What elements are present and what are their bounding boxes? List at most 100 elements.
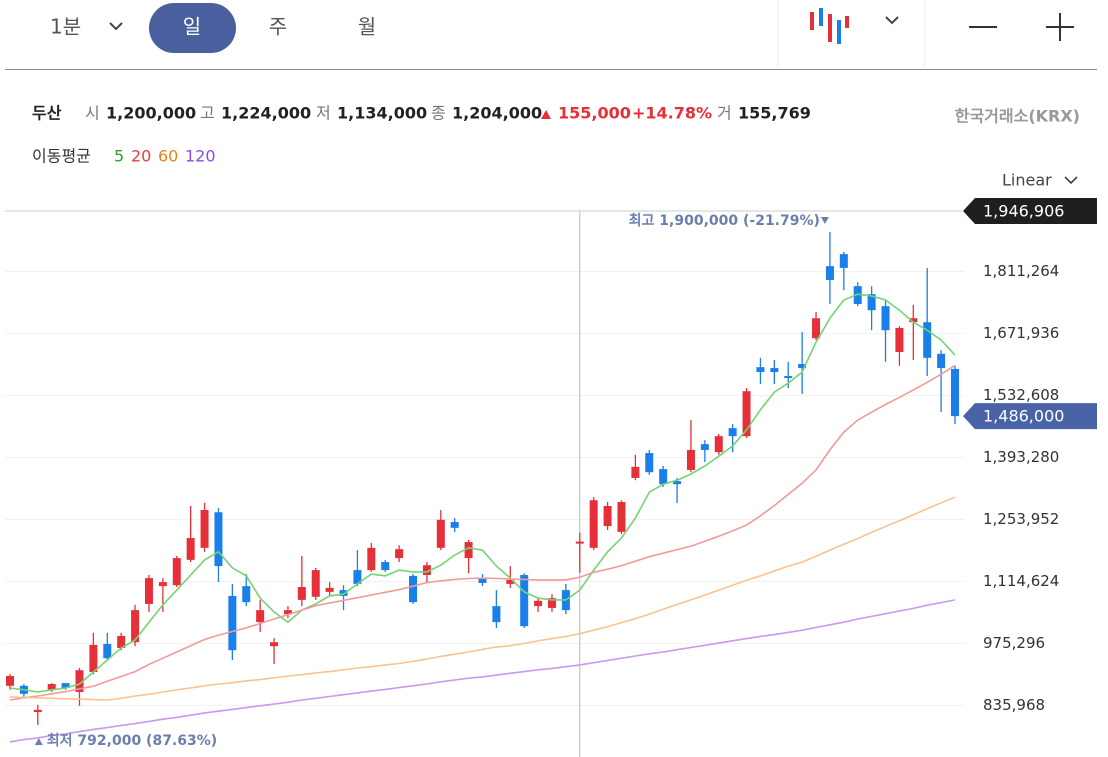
candle-body — [409, 575, 418, 603]
y-tick-label: 1,811,264 — [983, 262, 1059, 280]
tab[interactable]: 월 — [358, 15, 376, 39]
tab[interactable]: 일 — [183, 15, 201, 39]
toolbar: 1분 일 주 월 — [5, 0, 1097, 70]
candle-body — [520, 574, 529, 627]
candle-body — [812, 318, 821, 339]
candle-body — [867, 294, 876, 311]
candle-body — [103, 643, 112, 659]
candle-body — [311, 570, 320, 597]
y-tick-label: 1,114,624 — [983, 572, 1059, 590]
low-annotation: 최저 792,000 (87.63%) — [47, 733, 217, 749]
change-pct: +14.78% — [632, 104, 712, 123]
candle-body — [895, 327, 904, 353]
candle-body — [144, 578, 153, 604]
candle-body — [714, 436, 723, 453]
candle-body — [700, 444, 709, 450]
candle-body — [339, 590, 348, 596]
field-value: 1,134,000 — [337, 104, 427, 123]
candle-body — [645, 453, 654, 473]
candle-body — [381, 562, 390, 571]
candle-body — [506, 579, 515, 584]
candle-body — [367, 547, 376, 571]
annotation-arrow — [820, 217, 829, 224]
candle-body — [881, 306, 890, 331]
y-tick-label: 1,671,936 — [983, 324, 1059, 342]
field-value: 1,200,000 — [106, 104, 196, 123]
candle-body — [450, 522, 459, 528]
ma-line — [9, 364, 956, 701]
crosshair-label-bg — [963, 198, 1097, 224]
y-tick-label: 1,532,608 — [983, 386, 1059, 404]
candle-body — [909, 318, 918, 323]
ma-line — [9, 293, 956, 693]
candle-body — [839, 254, 848, 268]
candle-body — [89, 644, 98, 673]
quote-header: 두산 시 1,200,000 고 1,224,000 저 1,134,000 종… — [32, 104, 1080, 190]
candle-body — [589, 500, 598, 548]
candle-body — [923, 322, 932, 358]
last-price-label: 1,486,000 — [983, 407, 1064, 426]
tab[interactable]: 주 — [269, 15, 287, 39]
candle-body — [547, 598, 556, 608]
field-label: 거 — [717, 104, 732, 123]
candle-body — [61, 683, 70, 689]
ma-line — [9, 599, 956, 743]
chevron[interactable] — [109, 22, 123, 31]
candle-body — [617, 502, 626, 532]
ma-legend-title: 이동평균 — [32, 147, 91, 166]
chart-type-icon[interactable] — [810, 8, 849, 44]
chevron[interactable] — [885, 16, 899, 25]
scale-mode[interactable]: Linear — [1002, 171, 1052, 190]
up-arrow — [541, 110, 551, 119]
candle-body — [825, 266, 834, 280]
high-annotation: 최고 1,900,000 (-21.79%) — [629, 213, 820, 229]
chevron[interactable] — [1064, 176, 1078, 185]
legend-entry: 120 — [185, 147, 216, 166]
legend-entry: 5 — [114, 147, 124, 166]
candle-body — [228, 595, 237, 651]
candle-body — [937, 353, 946, 369]
candle-body — [353, 570, 362, 584]
candle-body — [270, 642, 279, 647]
candle-body — [534, 600, 543, 607]
candle-body — [728, 428, 737, 437]
candle-body — [478, 578, 487, 583]
candle-body — [47, 684, 56, 690]
candle-body — [200, 510, 209, 548]
candle-body — [770, 368, 779, 373]
candle-body — [659, 469, 668, 485]
last-price-label-bg — [963, 403, 1097, 430]
candle-body — [798, 364, 807, 369]
active-tab-bg[interactable] — [149, 3, 236, 53]
y-tick-label: 835,968 — [983, 696, 1045, 714]
candle-body — [436, 519, 445, 548]
field-value: 1,224,000 — [221, 104, 311, 123]
candle-body — [297, 587, 306, 600]
candle-body — [673, 481, 682, 485]
candle-body — [131, 610, 140, 643]
plot: 835,968 975,296 1,114,624 1,253,952 1,393,28… — [5, 198, 1097, 757]
candle-body — [631, 466, 640, 478]
candle-body — [951, 368, 959, 417]
candle-body — [242, 586, 251, 603]
ma-line — [9, 496, 956, 701]
candle-body — [492, 606, 501, 623]
zoom-in[interactable] — [1046, 13, 1074, 41]
candle-body — [395, 549, 404, 559]
stock-name: 두산 — [32, 104, 62, 123]
field-label: 저 — [316, 104, 331, 123]
legend-entry: 20 — [131, 147, 151, 166]
y-tick-label: 1,393,280 — [983, 448, 1059, 466]
candle-body — [283, 610, 292, 615]
candle-body — [325, 587, 334, 592]
candle-body — [853, 286, 862, 304]
interval-select[interactable]: 1분 — [50, 15, 81, 39]
candle-body — [784, 376, 793, 379]
field-label: 고 — [200, 104, 215, 123]
candle-body — [256, 610, 265, 623]
legend-entry: 60 — [158, 147, 178, 166]
candle-body — [686, 449, 695, 470]
candle-body — [172, 558, 181, 586]
